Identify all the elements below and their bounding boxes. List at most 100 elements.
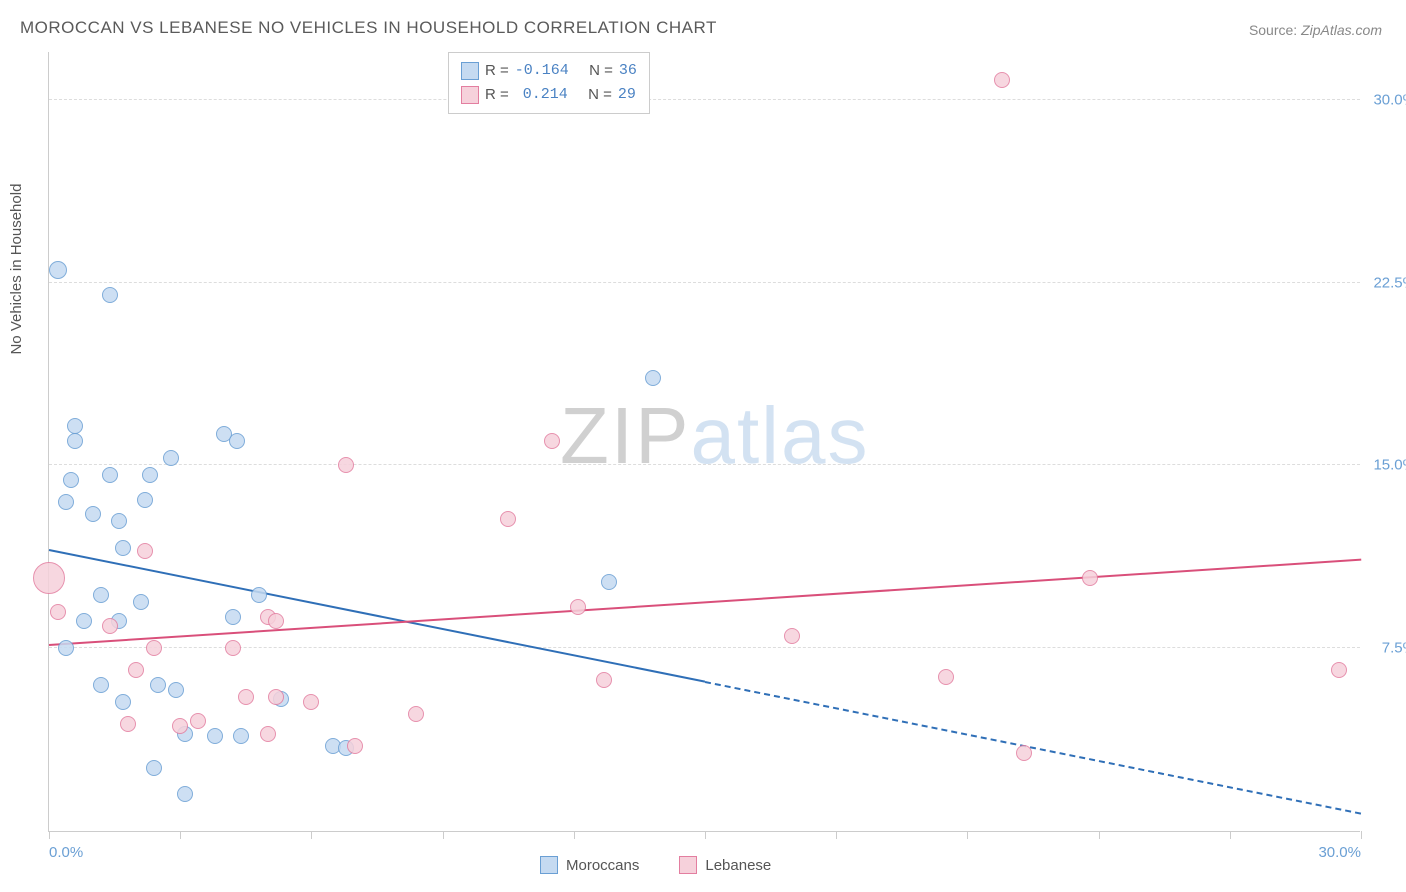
data-point <box>938 669 954 685</box>
chart-title: MOROCCAN VS LEBANESE NO VEHICLES IN HOUS… <box>20 18 717 38</box>
x-tick <box>443 831 444 839</box>
x-tick <box>1361 831 1362 839</box>
data-point <box>303 694 319 710</box>
data-point <box>58 640 74 656</box>
data-point <box>115 694 131 710</box>
swatch-moroccans-icon <box>461 62 479 80</box>
data-point <box>67 418 83 434</box>
r-value-moroccans: -0.164 <box>515 59 569 83</box>
data-point <box>146 760 162 776</box>
x-tick-label: 0.0% <box>49 844 83 861</box>
data-point <box>128 662 144 678</box>
y-tick-label: 30.0% <box>1373 91 1406 108</box>
data-point <box>1016 745 1032 761</box>
data-point <box>268 613 284 629</box>
y-tick-label: 7.5% <box>1382 640 1406 657</box>
x-tick <box>311 831 312 839</box>
data-point <box>260 726 276 742</box>
data-point <box>102 467 118 483</box>
data-point <box>150 677 166 693</box>
x-tick <box>1099 831 1100 839</box>
data-point <box>238 689 254 705</box>
data-point <box>190 713 206 729</box>
swatch-moroccans-bottom-icon <box>540 856 558 874</box>
data-point <box>146 640 162 656</box>
gridline <box>49 464 1360 465</box>
data-point <box>115 540 131 556</box>
source-value: ZipAtlas.com <box>1301 22 1382 38</box>
y-axis-label: No Vehicles in Household <box>8 184 25 355</box>
data-point <box>142 467 158 483</box>
data-point <box>233 728 249 744</box>
data-point <box>137 543 153 559</box>
chart-container: MOROCCAN VS LEBANESE NO VEHICLES IN HOUS… <box>0 0 1406 892</box>
data-point <box>67 433 83 449</box>
data-point <box>268 689 284 705</box>
x-tick <box>574 831 575 839</box>
data-point <box>120 716 136 732</box>
data-point <box>207 728 223 744</box>
x-tick-label: 30.0% <box>1318 844 1361 861</box>
source-attribution: Source: ZipAtlas.com <box>1249 22 1382 38</box>
trend-line <box>49 559 1361 646</box>
data-point <box>994 72 1010 88</box>
swatch-lebanese-icon <box>461 86 479 104</box>
x-tick <box>836 831 837 839</box>
data-point <box>544 433 560 449</box>
data-point <box>133 594 149 610</box>
data-point <box>76 613 92 629</box>
legend-item-moroccans: Moroccans <box>540 856 639 874</box>
swatch-lebanese-bottom-icon <box>679 856 697 874</box>
x-tick <box>180 831 181 839</box>
data-point <box>63 472 79 488</box>
source-label: Source: <box>1249 22 1297 38</box>
data-point <box>225 640 241 656</box>
x-tick <box>1230 831 1231 839</box>
data-point <box>229 433 245 449</box>
data-point <box>408 706 424 722</box>
legend-row-moroccans: R = -0.164 N = 36 <box>461 59 637 83</box>
trend-line <box>49 549 705 683</box>
data-point <box>102 618 118 634</box>
r-label: R = <box>485 83 509 107</box>
data-point <box>645 370 661 386</box>
data-point <box>58 494 74 510</box>
x-tick <box>705 831 706 839</box>
legend-series: Moroccans Lebanese <box>540 856 771 874</box>
trend-line <box>705 681 1361 815</box>
data-point <box>33 562 65 594</box>
data-point <box>347 738 363 754</box>
x-tick <box>967 831 968 839</box>
data-point <box>596 672 612 688</box>
data-point <box>251 587 267 603</box>
y-tick-label: 15.0% <box>1373 457 1406 474</box>
n-label: N = <box>588 83 612 107</box>
legend-correlation: R = -0.164 N = 36 R = 0.214 N = 29 <box>448 52 650 114</box>
data-point <box>172 718 188 734</box>
legend-label-moroccans: Moroccans <box>566 857 639 874</box>
data-point <box>163 450 179 466</box>
plot-area: 7.5%15.0%22.5%30.0%0.0%30.0% <box>48 52 1360 832</box>
data-point <box>601 574 617 590</box>
gridline <box>49 282 1360 283</box>
data-point <box>137 492 153 508</box>
data-point <box>102 287 118 303</box>
data-point <box>225 609 241 625</box>
data-point <box>168 682 184 698</box>
data-point <box>93 677 109 693</box>
data-point <box>1331 662 1347 678</box>
n-value-lebanese: 29 <box>618 83 636 107</box>
y-tick-label: 22.5% <box>1373 274 1406 291</box>
data-point <box>338 457 354 473</box>
n-value-moroccans: 36 <box>619 59 637 83</box>
data-point <box>177 786 193 802</box>
data-point <box>85 506 101 522</box>
data-point <box>93 587 109 603</box>
r-label: R = <box>485 59 509 83</box>
data-point <box>50 604 66 620</box>
legend-row-lebanese: R = 0.214 N = 29 <box>461 83 637 107</box>
n-label: N = <box>589 59 613 83</box>
data-point <box>111 513 127 529</box>
data-point <box>1082 570 1098 586</box>
data-point <box>49 261 67 279</box>
